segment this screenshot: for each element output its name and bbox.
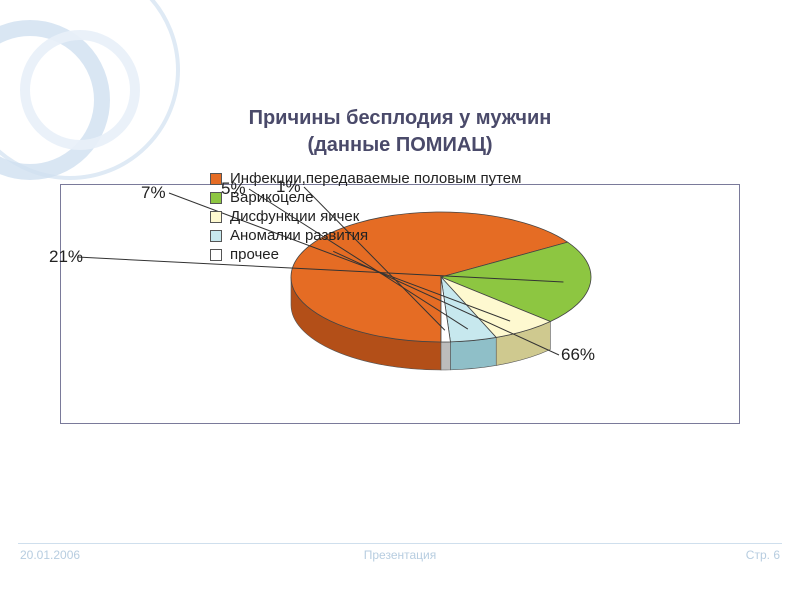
footer-divider xyxy=(18,543,782,544)
legend-item: Инфекции,передаваемые половым путем xyxy=(210,170,521,187)
legend-label: прочее xyxy=(230,246,279,263)
legend-item: Дисфункции яичек xyxy=(210,208,521,225)
pct-label-7: 7% xyxy=(141,183,166,203)
legend-swatch xyxy=(210,249,222,261)
footer-page-number: 6 xyxy=(773,548,780,562)
legend-label: Инфекции,передаваемые половым путем xyxy=(230,170,521,187)
legend-item: Варикоцеле xyxy=(210,189,521,206)
pct-label-21: 21% xyxy=(49,247,83,267)
footer-page: Стр. 6 xyxy=(746,548,780,562)
footer-page-prefix: Стр. xyxy=(746,548,774,562)
legend-swatch xyxy=(210,173,222,185)
pct-label-66: 66% xyxy=(561,345,595,365)
legend-item: Аномалии развития xyxy=(210,227,521,244)
legend-swatch xyxy=(210,192,222,204)
slide: Причины бесплодия у мужчин (данные ПОМИА… xyxy=(0,0,800,600)
legend-swatch xyxy=(210,211,222,223)
legend-label: Аномалии развития xyxy=(230,227,368,244)
legend-label: Варикоцеле xyxy=(230,189,314,206)
footer-center: Презентация xyxy=(0,548,800,562)
slide-footer: 20.01.2006 Презентация Стр. 6 xyxy=(0,543,800,567)
slide-header: Причины бесплодия у мужчин (данные ПОМИА… xyxy=(0,0,800,159)
slide-title-line1: Причины бесплодия у мужчин xyxy=(0,105,800,132)
legend-item: прочее xyxy=(210,246,521,263)
legend-label: Дисфункции яичек xyxy=(230,208,359,225)
legend-swatch xyxy=(210,230,222,242)
slide-title-line2: (данные ПОМИАЦ) xyxy=(0,132,800,159)
legend: Инфекции,передаваемые половым путем Варик… xyxy=(210,170,521,538)
